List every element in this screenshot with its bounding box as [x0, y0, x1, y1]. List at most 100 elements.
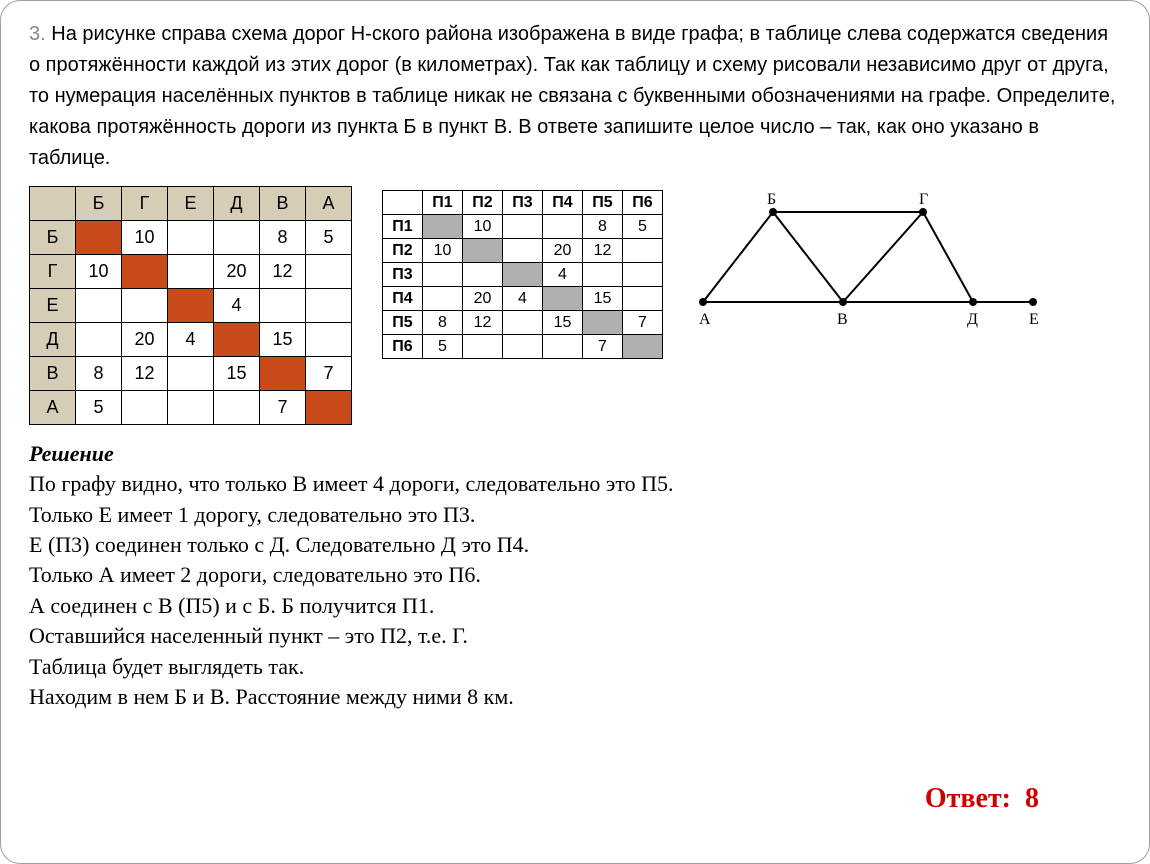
table-cell — [423, 287, 463, 311]
road-graph: АБВГДЕ — [693, 192, 1048, 337]
table-cell: 12 — [463, 311, 503, 335]
table-cell: 12 — [260, 255, 306, 289]
col-header: П4 — [543, 191, 583, 215]
table-cell: 4 — [168, 323, 214, 357]
graph-node-label: Д — [967, 311, 978, 328]
table-cell — [423, 263, 463, 287]
table-cell — [503, 335, 543, 359]
table-cell — [76, 221, 122, 255]
problem-number: 3. — [29, 23, 46, 45]
row-header: А — [30, 391, 76, 425]
col-header: П3 — [503, 191, 543, 215]
table-cell — [260, 289, 306, 323]
table-cell: 12 — [583, 239, 623, 263]
row-header: В — [30, 357, 76, 391]
distance-table-letters: БГЕДВАБ1085Г102012Е4Д20415В812157А57 — [29, 186, 352, 425]
table-cell — [623, 287, 663, 311]
graph-node-label: А — [699, 311, 711, 328]
distance-table-p: П1П2П3П4П5П6П11085П2102012П34П420415П581… — [382, 186, 663, 359]
graph-node-label: Е — [1029, 311, 1039, 328]
table-cell — [463, 335, 503, 359]
table-cell: 10 — [122, 221, 168, 255]
table-cell: 5 — [423, 335, 463, 359]
graph-node-label: Б — [767, 192, 776, 208]
page: 3. На рисунке справа схема дорог Н-ского… — [0, 0, 1150, 864]
table-cell — [168, 289, 214, 323]
table-cell — [168, 357, 214, 391]
col-header: А — [306, 187, 352, 221]
table-cell — [623, 239, 663, 263]
row-header: Г — [30, 255, 76, 289]
col-header: В — [260, 187, 306, 221]
table-cell — [214, 323, 260, 357]
row-header: П4 — [383, 287, 423, 311]
table-cell — [214, 391, 260, 425]
table-cell — [260, 357, 306, 391]
table-cell: 8 — [583, 215, 623, 239]
table-cell: 20 — [122, 323, 168, 357]
table-cell — [503, 239, 543, 263]
graph-node-label: Г — [919, 192, 928, 208]
solution-line: По графу видно, что только В имеет 4 дор… — [29, 469, 1121, 499]
table-cell — [306, 255, 352, 289]
graph-edge — [923, 212, 973, 302]
solution-line: Е (П3) соединен только с Д. Следовательн… — [29, 530, 1121, 560]
graph-node — [919, 208, 927, 216]
table-cell: 4 — [214, 289, 260, 323]
graph-node — [699, 298, 707, 306]
corner-cell — [30, 187, 76, 221]
table-cell — [423, 215, 463, 239]
col-header: Б — [76, 187, 122, 221]
table-cell — [122, 289, 168, 323]
table-cell — [543, 335, 583, 359]
problem-text: 3. На рисунке справа схема дорог Н-ского… — [29, 19, 1121, 174]
content-row: БГЕДВАБ1085Г102012Е4Д20415В812157А57 П1П… — [29, 186, 1121, 425]
table-cell: 15 — [543, 311, 583, 335]
table-cell — [583, 311, 623, 335]
graph-edge — [703, 212, 773, 302]
problem-body: На рисунке справа схема дорог Н-ского ра… — [29, 23, 1115, 169]
graph-edge — [843, 212, 923, 302]
table-cell: 15 — [260, 323, 306, 357]
row-header: П2 — [383, 239, 423, 263]
table-cell: 8 — [76, 357, 122, 391]
table-cell: 10 — [463, 215, 503, 239]
table-cell: 5 — [76, 391, 122, 425]
table-cell: 7 — [583, 335, 623, 359]
solution-line: Только А имеет 2 дороги, следовательно э… — [29, 560, 1121, 590]
row-header: П1 — [383, 215, 423, 239]
table-cell — [306, 289, 352, 323]
col-header: П1 — [423, 191, 463, 215]
table-cell — [306, 323, 352, 357]
table-cell — [583, 263, 623, 287]
table-cell — [76, 289, 122, 323]
col-header: Г — [122, 187, 168, 221]
table-cell — [122, 391, 168, 425]
col-header: П5 — [583, 191, 623, 215]
table-cell — [214, 221, 260, 255]
table-cell — [503, 215, 543, 239]
solution-line: А соединен с В (П5) и с Б. Б получится П… — [29, 591, 1121, 621]
col-header: Е — [168, 187, 214, 221]
table-cell: 8 — [260, 221, 306, 255]
table-cell: 5 — [623, 215, 663, 239]
graph-edge — [773, 212, 843, 302]
table-cell — [168, 391, 214, 425]
table-cell: 7 — [260, 391, 306, 425]
table-cell: 10 — [76, 255, 122, 289]
table-cell: 4 — [503, 287, 543, 311]
table-cell — [543, 287, 583, 311]
table-cell: 20 — [214, 255, 260, 289]
solution-title: Решение — [29, 439, 1121, 469]
answer: Ответ: 8 — [925, 783, 1039, 815]
table-cell — [168, 221, 214, 255]
answer-label: Ответ: — [925, 783, 1011, 814]
graph-node — [839, 298, 847, 306]
table-cell: 15 — [583, 287, 623, 311]
table-cell — [503, 311, 543, 335]
table-cell — [623, 263, 663, 287]
col-header: П2 — [463, 191, 503, 215]
graph-node — [969, 298, 977, 306]
table-cell — [168, 255, 214, 289]
table-cell — [543, 215, 583, 239]
